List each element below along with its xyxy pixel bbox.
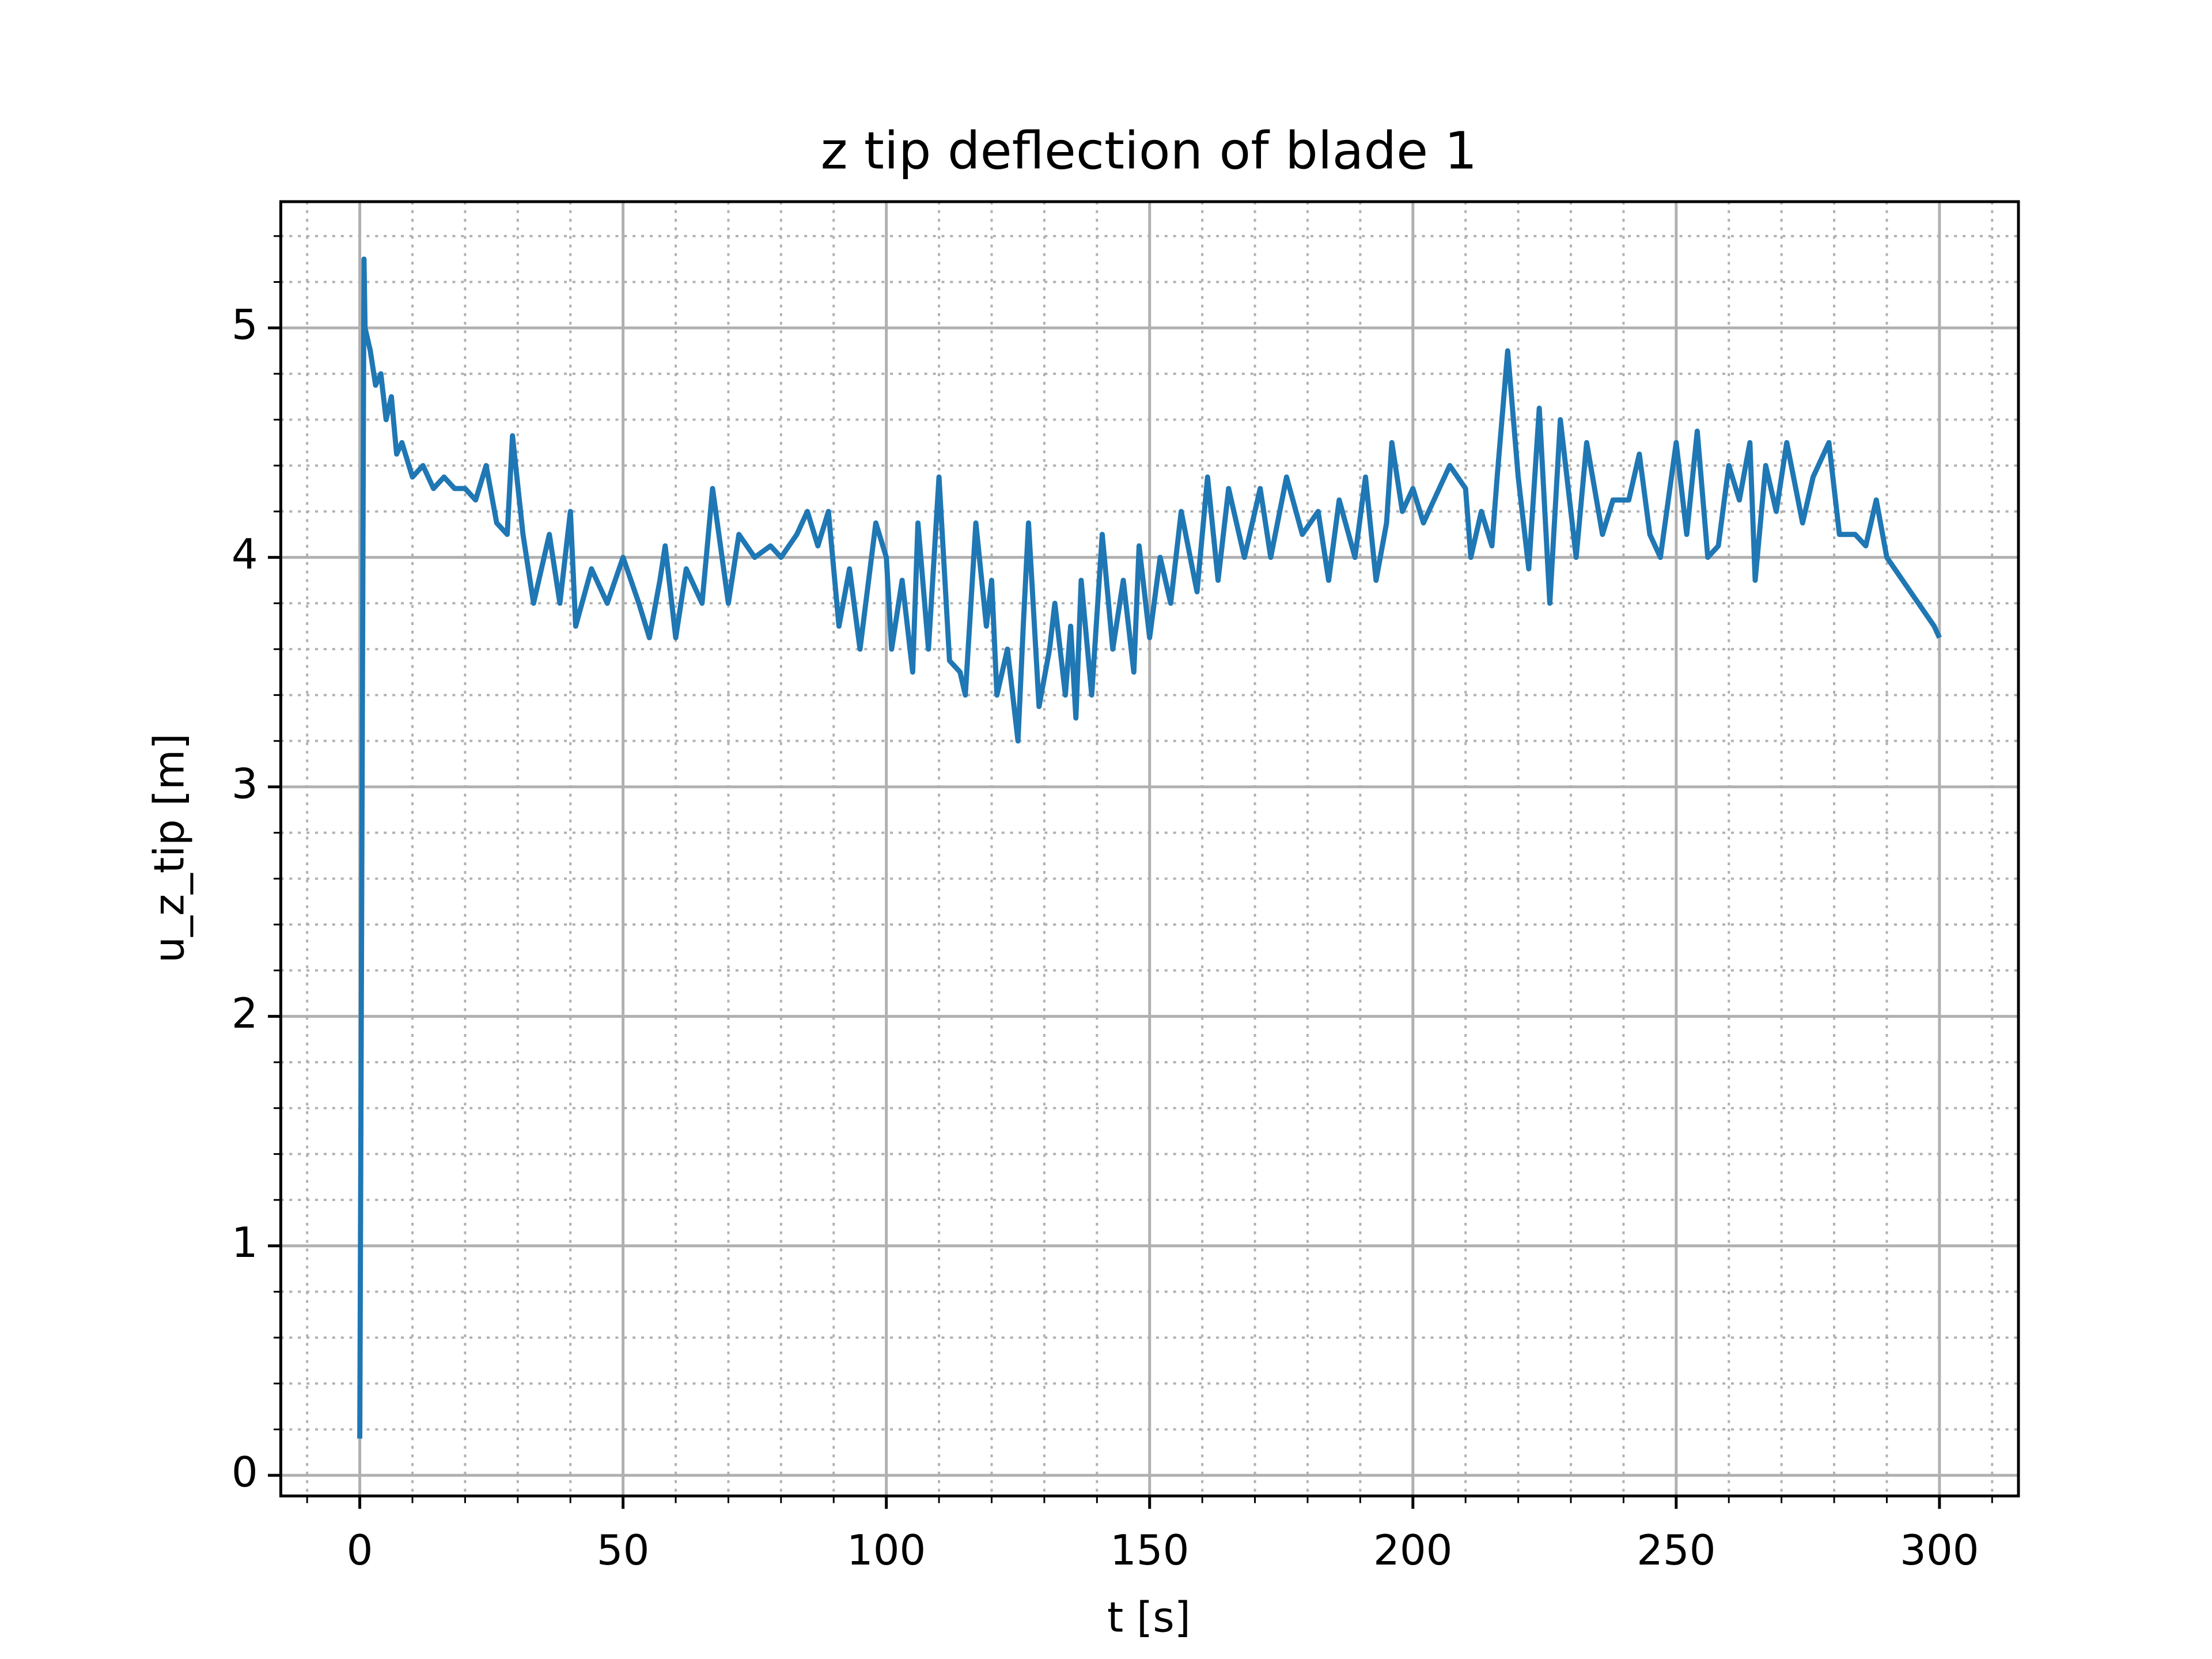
y-tick-label: 5 [232,301,258,349]
x-tick-label: 100 [847,1526,926,1574]
y-tick-label: 4 [232,530,258,578]
x-axis-label: t [s] [1107,1593,1191,1641]
x-tick-label: 250 [1637,1526,1715,1574]
y-tick-label: 1 [232,1218,258,1267]
x-tick-label: 0 [347,1526,373,1574]
x-tick-label: 50 [597,1526,650,1574]
plot-area: 0 50 100 150 200 250 300 0 1 2 3 4 5 [232,200,2020,1574]
y-axis-label: u_z_tip [m] [145,733,193,963]
y-tick-label: 2 [232,989,258,1037]
x-tick-label: 300 [1900,1526,1979,1574]
x-tick-label: 200 [1373,1526,1452,1574]
y-tick-label: 0 [232,1448,258,1497]
y-tick-label: 3 [232,759,258,808]
x-tick-label: 150 [1110,1526,1189,1574]
chart-title: z tip deflection of blade 1 [821,122,1478,181]
axes-frame [279,200,2020,1498]
data-line [357,256,1942,1439]
